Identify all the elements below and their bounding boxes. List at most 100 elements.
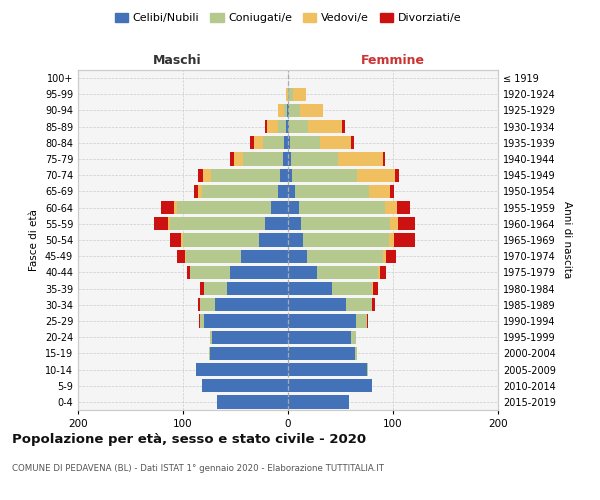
Bar [284, 104, 287, 117]
Bar [170, 217, 265, 230]
Bar [277, 104, 284, 117]
Bar [288, 88, 293, 101]
Bar [286, 88, 288, 101]
Bar [288, 201, 299, 214]
Bar [200, 298, 215, 312]
Bar [372, 298, 375, 312]
Bar [259, 234, 288, 246]
Bar [185, 250, 186, 263]
Bar [203, 168, 211, 182]
Bar [190, 266, 230, 279]
Bar [372, 282, 373, 295]
Text: Maschi: Maschi [152, 54, 202, 68]
Bar [288, 282, 332, 295]
Bar [295, 185, 369, 198]
Bar [288, 250, 307, 263]
Bar [198, 185, 202, 198]
Bar [351, 330, 356, 344]
Bar [277, 185, 288, 198]
Bar [395, 168, 400, 182]
Bar [288, 363, 367, 376]
Text: Popolazione per età, sesso e stato civile - 2020: Popolazione per età, sesso e stato civil… [12, 432, 366, 446]
Bar [341, 120, 344, 134]
Bar [358, 168, 395, 182]
Bar [183, 234, 259, 246]
Bar [288, 266, 317, 279]
Bar [288, 330, 351, 344]
Text: COMUNE DI PEDAVENA (BL) - Dati ISTAT 1° gennaio 2020 - Elaborazione TUTTITALIA.I: COMUNE DI PEDAVENA (BL) - Dati ISTAT 1° … [12, 464, 384, 473]
Bar [288, 234, 303, 246]
Bar [288, 136, 290, 149]
Bar [317, 266, 379, 279]
Y-axis label: Anni di nascita: Anni di nascita [562, 202, 572, 278]
Bar [299, 104, 323, 117]
Bar [181, 234, 183, 246]
Bar [373, 282, 379, 295]
Bar [198, 168, 203, 182]
Bar [176, 201, 271, 214]
Bar [283, 152, 288, 166]
Bar [196, 363, 288, 376]
Bar [288, 168, 292, 182]
Bar [243, 152, 283, 166]
Bar [202, 379, 288, 392]
Bar [383, 152, 385, 166]
Bar [369, 185, 390, 198]
Bar [288, 314, 356, 328]
Bar [288, 298, 346, 312]
Y-axis label: Fasce di età: Fasce di età [29, 209, 39, 271]
Bar [271, 201, 288, 214]
Bar [292, 168, 358, 182]
Bar [367, 314, 368, 328]
Text: Femmine: Femmine [361, 54, 425, 68]
Bar [280, 168, 288, 182]
Bar [389, 234, 394, 246]
Bar [390, 217, 398, 230]
Bar [356, 314, 367, 328]
Legend: Celibi/Nubili, Coniugati/e, Vedovi/e, Divorziati/e: Celibi/Nubili, Coniugati/e, Vedovi/e, Di… [110, 8, 466, 28]
Bar [308, 120, 341, 134]
Bar [288, 152, 291, 166]
Bar [390, 185, 394, 198]
Bar [288, 346, 355, 360]
Bar [289, 120, 308, 134]
Bar [173, 201, 176, 214]
Bar [301, 217, 390, 230]
Bar [200, 282, 204, 295]
Bar [209, 346, 210, 360]
Bar [289, 104, 299, 117]
Bar [286, 120, 288, 134]
Bar [288, 379, 372, 392]
Bar [168, 217, 170, 230]
Bar [227, 282, 288, 295]
Bar [307, 250, 383, 263]
Bar [383, 250, 386, 263]
Bar [267, 120, 277, 134]
Bar [230, 152, 235, 166]
Bar [265, 120, 267, 134]
Bar [250, 136, 254, 149]
Bar [241, 250, 288, 263]
Bar [394, 234, 415, 246]
Bar [211, 168, 280, 182]
Bar [176, 250, 185, 263]
Bar [287, 104, 288, 117]
Bar [320, 136, 351, 149]
Bar [355, 346, 358, 360]
Bar [217, 396, 288, 408]
Bar [386, 250, 396, 263]
Bar [284, 136, 288, 149]
Bar [204, 314, 288, 328]
Bar [379, 266, 380, 279]
Bar [299, 201, 385, 214]
Bar [215, 298, 288, 312]
Bar [212, 330, 288, 344]
Bar [186, 250, 241, 263]
Bar [161, 201, 173, 214]
Bar [288, 217, 301, 230]
Bar [202, 185, 277, 198]
Bar [380, 266, 386, 279]
Bar [204, 282, 227, 295]
Bar [385, 201, 397, 214]
Bar [200, 314, 204, 328]
